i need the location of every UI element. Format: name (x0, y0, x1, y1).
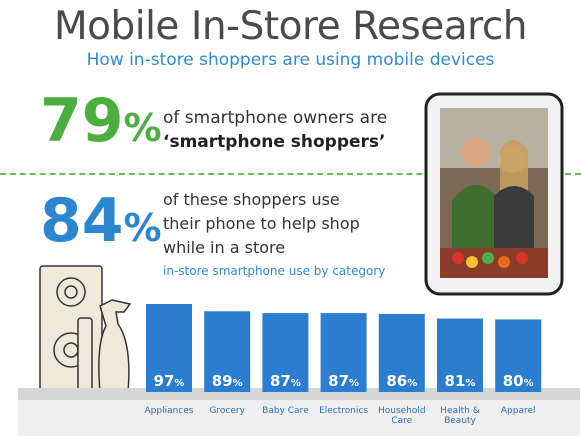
tablet-icon (424, 92, 564, 296)
stat1-line2: ‘smartphone shoppers’ (163, 132, 386, 152)
page-subtitle: How in-store shoppers are using mobile d… (86, 50, 495, 70)
bar-grocery (204, 311, 251, 392)
stat2-line2: their phone to help shop (163, 214, 360, 233)
page-title: Mobile In-Store Research (54, 4, 528, 49)
stat2-line1: of these shoppers use (163, 190, 340, 209)
category-label: Appliances (145, 406, 194, 416)
category-label: Apparel (501, 406, 536, 416)
category-label: Care (391, 416, 412, 426)
bar-value-label: 87% (328, 372, 359, 390)
category-label: Grocery (209, 406, 245, 416)
stat1-unit: % (123, 106, 162, 150)
stat1-value: 79 (40, 86, 124, 156)
category-note: in-store smartphone use by category (163, 264, 386, 278)
bar-value-label: 80% (503, 372, 534, 390)
bar-chart: 97% Appliances 89% Grocery 87% Baby Care 87% El… (145, 304, 542, 426)
stat-84-percent: 84% (40, 186, 162, 256)
appliances-doodle-icon (39, 265, 132, 393)
bar-appliances (146, 304, 192, 392)
stat2-value: 84 (40, 186, 124, 256)
category-label: Electronics (319, 406, 368, 416)
category-label: Health & (440, 406, 479, 416)
stat2-line3: while in a store (163, 238, 286, 257)
category-label: Household (378, 406, 426, 416)
bar-household-care (378, 313, 425, 392)
bar-baby-care (262, 313, 309, 392)
bar-value-label: 81% (445, 372, 476, 390)
stat-79-percent: 79% (40, 86, 162, 156)
category-label: Beauty (444, 416, 476, 426)
dashed-divider (0, 173, 581, 175)
bar-electronics (320, 313, 367, 392)
bar-apparel (495, 319, 542, 392)
stat1-line1: of smartphone owners are (163, 108, 388, 128)
bar-value-label: 89% (212, 372, 243, 390)
category-label: Baby Care (262, 406, 309, 416)
bar-value-label: 87% (270, 372, 301, 390)
bar-value-label: 97% (154, 372, 185, 390)
stat2-text: of these shoppers use their phone to hel… (163, 188, 360, 260)
bar-value-label: 86% (386, 372, 417, 390)
stat2-unit: % (123, 206, 162, 250)
bar-health-beauty (437, 318, 483, 392)
